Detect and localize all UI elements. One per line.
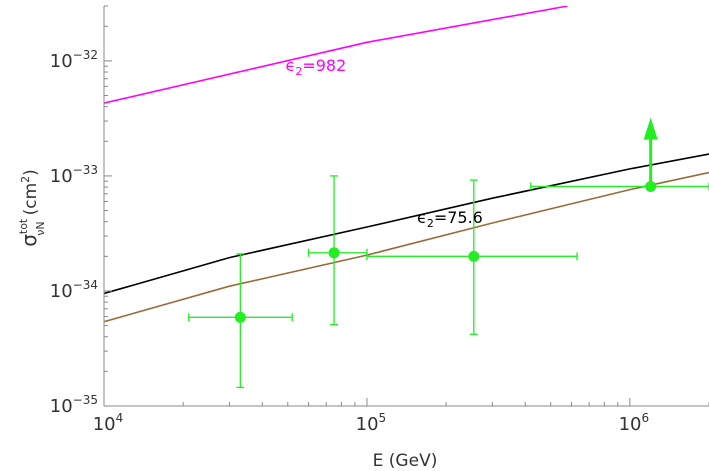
y-tick-base: 10 bbox=[50, 166, 73, 187]
x-tick-label: 105 bbox=[356, 411, 387, 435]
point-4-marker bbox=[645, 180, 657, 192]
y-axis-title: σtot νN (cm2) bbox=[17, 169, 47, 247]
y-tick-base: 10 bbox=[50, 396, 73, 417]
point-4-limit-arrow-head bbox=[643, 117, 658, 140]
y-tick-exponent: −32 bbox=[73, 48, 98, 62]
y-axis-subscript: νN bbox=[34, 221, 47, 235]
y-axis-units: (cm bbox=[21, 183, 41, 216]
series-label-value: =75.6 bbox=[434, 208, 483, 227]
y-axis-symbol: σ bbox=[17, 234, 41, 247]
y-axis-superscript: tot bbox=[17, 218, 30, 234]
series-label-symbol: ϵ bbox=[285, 56, 295, 75]
y-tick-label: 10−32 bbox=[50, 48, 98, 72]
x-tick-base: 10 bbox=[93, 414, 116, 435]
series-label-value: =982 bbox=[302, 56, 346, 75]
x-tick-base: 10 bbox=[619, 414, 642, 435]
x-tick-label: 106 bbox=[619, 411, 650, 435]
series-line-3 bbox=[104, 171, 709, 323]
series-label-2: ϵ2=75.6 bbox=[417, 208, 483, 230]
x-tick-exponent: 5 bbox=[379, 411, 387, 425]
curves-layer bbox=[104, 6, 709, 323]
series-label-1: ϵ2=982 bbox=[285, 56, 346, 78]
x-tick-label: 104 bbox=[93, 411, 124, 435]
x-tick-exponent: 4 bbox=[116, 411, 124, 425]
y-tick-exponent: −35 bbox=[73, 393, 98, 407]
series-label-subscript: 2 bbox=[427, 217, 434, 230]
series-line-1 bbox=[104, 6, 568, 104]
y-tick-base: 10 bbox=[50, 281, 73, 302]
y-tick-base: 10 bbox=[50, 51, 73, 72]
y-tick-label: 10−33 bbox=[50, 163, 98, 187]
y-axis-units-close: ) bbox=[21, 169, 41, 176]
point-2-marker bbox=[328, 247, 340, 259]
y-tick-exponent: −33 bbox=[73, 163, 98, 177]
data-points-layer bbox=[188, 117, 709, 389]
x-axis-title: E (GeV) bbox=[373, 451, 438, 471]
y-tick-label: 10−34 bbox=[50, 278, 98, 302]
point-3-marker bbox=[468, 250, 480, 262]
y-tick-label: 10−35 bbox=[50, 393, 98, 417]
x-tick-exponent: 6 bbox=[641, 411, 649, 425]
series-label-subscript: 2 bbox=[295, 65, 302, 78]
x-tick-base: 10 bbox=[356, 414, 379, 435]
series-label-symbol: ϵ bbox=[417, 208, 427, 227]
y-axis-units-exponent: 2 bbox=[19, 176, 32, 183]
axes-layer bbox=[103, 6, 709, 407]
y-tick-exponent: −34 bbox=[73, 278, 98, 292]
point-1-marker bbox=[234, 311, 246, 323]
series-line-2 bbox=[104, 153, 709, 295]
